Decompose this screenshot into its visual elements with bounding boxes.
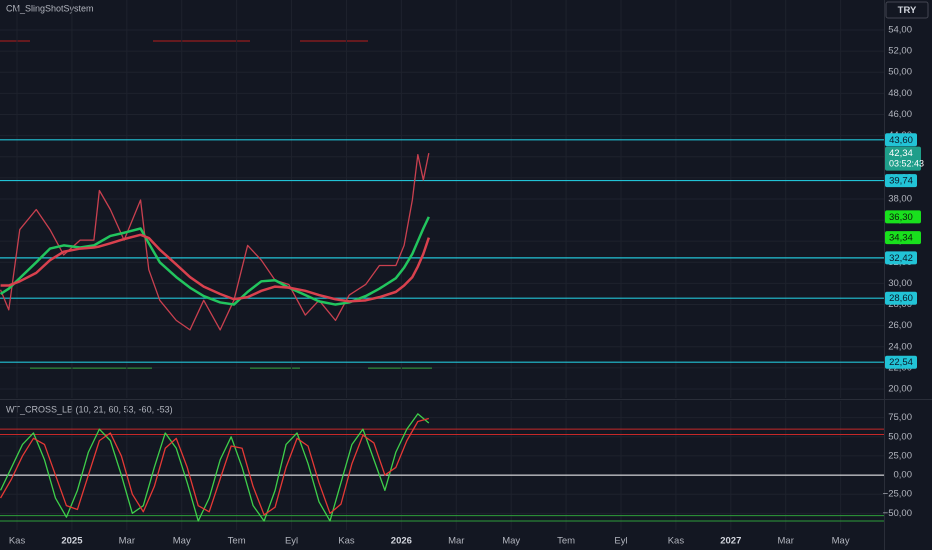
y-tick-label: 25,00 — [888, 450, 912, 461]
level-label-box — [885, 291, 917, 305]
y-tick-label: 75,00 — [888, 412, 912, 423]
level-label-box — [885, 251, 917, 265]
x-tick-label: Mar — [778, 536, 794, 547]
x-tick-label: May — [173, 536, 191, 547]
x-tick-label: Mar — [119, 536, 135, 547]
x-tick-label: 2027 — [720, 536, 741, 547]
x-tick-label: Mar — [448, 536, 464, 547]
y-tick-label: −50,00 — [883, 508, 912, 519]
price-label-box — [885, 146, 921, 171]
x-tick-label: Kas — [338, 536, 355, 547]
axis-layer: 20,0022,0024,0026,0028,0030,0032,0034,00… — [9, 25, 924, 547]
series-line — [0, 417, 429, 516]
x-tick-label: 2026 — [391, 536, 412, 547]
x-tick-label: Eyl — [285, 536, 298, 547]
price-label: 36,30 — [889, 212, 913, 223]
series-line — [0, 413, 430, 522]
x-tick-label: Kas — [9, 536, 26, 547]
y-tick-label: 46,00 — [888, 109, 912, 120]
level-label: 43,60 — [889, 135, 913, 146]
level-label-box — [885, 174, 917, 188]
indicator-title: CM_SlingShotSystem — [6, 3, 94, 13]
y-tick-label: 38,00 — [888, 193, 912, 204]
grid-layer — [0, 0, 884, 530]
y-tick-label: −25,00 — [883, 489, 912, 500]
x-tick-label: May — [502, 536, 520, 547]
x-tick-label: Tem — [228, 536, 246, 547]
level-label: 28,60 — [889, 293, 913, 304]
price-label: 34,34 — [889, 233, 913, 244]
series-line — [0, 152, 430, 331]
y-tick-label: 48,00 — [888, 88, 912, 99]
y-tick-label: 54,00 — [888, 25, 912, 36]
level-label: 22,54 — [889, 357, 913, 368]
y-tick-label: 50,00 — [888, 431, 912, 442]
x-tick-label: May — [832, 536, 850, 547]
y-tick-label: 0,00 — [894, 470, 913, 481]
price-label-box — [885, 210, 921, 224]
level-label: 39,74 — [889, 176, 913, 187]
price-label: 42,34 — [889, 148, 913, 159]
y-tick-label: 52,00 — [888, 46, 912, 57]
y-tick-label: 24,00 — [888, 341, 912, 352]
series-line — [0, 233, 431, 303]
currency-button[interactable] — [885, 1, 929, 19]
indicator-title: WT_CROSS_LB (10, 21, 60, 53, -60, -53) — [6, 404, 173, 414]
y-tick-label: 30,00 — [888, 278, 912, 289]
x-tick-label: 2025 — [61, 536, 83, 547]
x-tick-label: Eyl — [614, 536, 627, 547]
level-label: 32,42 — [889, 253, 913, 264]
price-label-box — [885, 231, 921, 245]
x-tick-label: Kas — [668, 536, 685, 547]
level-label-box — [885, 133, 917, 147]
countdown: 03:52:43 — [889, 158, 924, 168]
level-label-box — [885, 355, 917, 369]
plot-layer — [0, 139, 884, 522]
y-tick-label: 50,00 — [888, 67, 912, 78]
currency-label[interactable]: TRY — [898, 5, 917, 16]
y-tick-label: 26,00 — [888, 320, 912, 331]
y-tick-label: 20,00 — [888, 384, 912, 395]
series-line — [0, 216, 430, 306]
x-tick-label: Tem — [557, 536, 575, 547]
